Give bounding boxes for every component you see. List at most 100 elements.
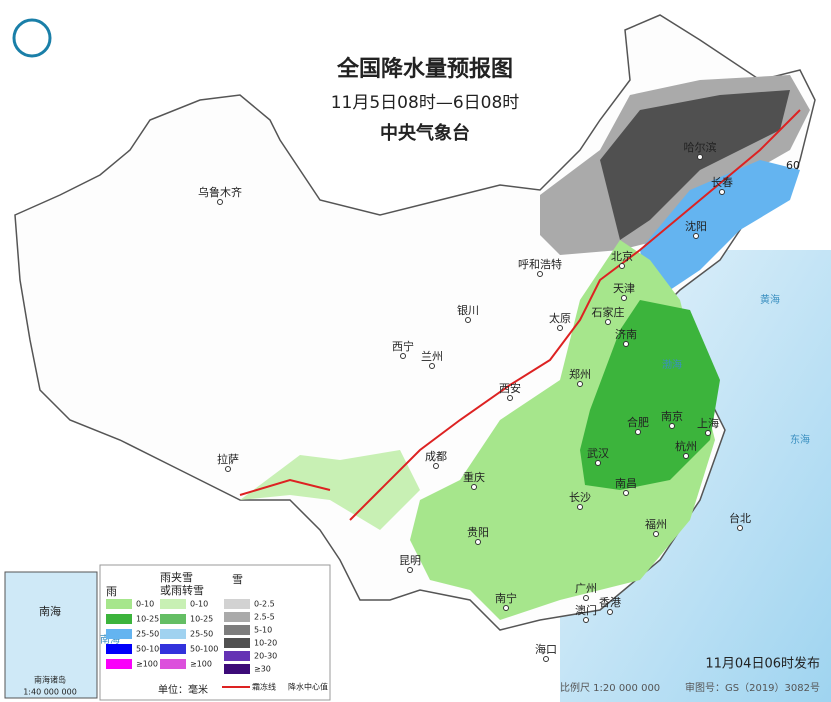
legend-label: 0-2.5 <box>254 600 275 609</box>
subtitle: 11月5日08时—6日08时 <box>331 93 520 113</box>
city-dot <box>407 567 413 573</box>
city-dot <box>683 453 689 459</box>
city-dot <box>537 271 543 277</box>
legend-title: 雨夹雪 <box>160 571 193 584</box>
legend-swatch <box>106 629 132 639</box>
city-label: 哈尔滨 <box>684 140 717 154</box>
city-label: 南京 <box>661 409 683 423</box>
city-dot <box>503 605 509 611</box>
city-label: 上海 <box>697 416 719 430</box>
legend-center: 降水中心值 <box>288 682 328 692</box>
legend-frost: 霜冻线 <box>252 682 276 692</box>
city-label: 成都 <box>425 450 447 463</box>
city-dot <box>465 317 471 323</box>
issued: 11月04日06时发布 <box>705 656 820 672</box>
sea-label: 黄海 <box>760 293 780 306</box>
legend-label: ≥30 <box>254 665 271 674</box>
legend-box <box>99 564 331 701</box>
city-dot <box>557 325 563 331</box>
legend-swatch <box>106 644 132 654</box>
legend-label: 25-50 <box>190 630 213 639</box>
legend-label: 10-25 <box>136 615 159 624</box>
legend-title: 雪 <box>232 573 243 586</box>
legend-label: 50-100 <box>190 645 218 654</box>
city-dot <box>225 466 231 472</box>
city-dot <box>577 504 583 510</box>
agency: 中央气象台 <box>380 122 470 144</box>
legend-swatch <box>106 614 132 624</box>
city-label: 杭州 <box>675 439 697 453</box>
city-label: 兰州 <box>421 350 443 363</box>
city-dot <box>635 429 641 435</box>
legend-swatch <box>160 614 186 624</box>
city-dot <box>623 490 629 496</box>
legend-label: ≥100 <box>136 660 158 669</box>
legend-label: 10-20 <box>254 639 277 648</box>
city-label: 长沙 <box>569 491 591 504</box>
rain-moderate <box>640 160 800 290</box>
city-dot <box>621 295 627 301</box>
sea-label: 东海 <box>790 433 810 446</box>
city-dot <box>217 199 223 205</box>
legend-swatch <box>160 659 186 669</box>
snow-heavy <box>600 90 790 240</box>
city-dot <box>669 423 675 429</box>
legend-label: ≥100 <box>190 660 212 669</box>
city-label: 太原 <box>549 312 571 325</box>
city-label: 郑州 <box>569 367 591 381</box>
legend-swatch <box>224 625 250 635</box>
city-dot <box>471 484 477 490</box>
city-dot <box>583 595 589 601</box>
inset-scale: 1:40 000 000 <box>23 688 77 697</box>
city-label: 银川 <box>457 303 479 317</box>
legend-label: 5-10 <box>254 626 272 635</box>
logo <box>12 18 52 58</box>
city-label: 济南 <box>615 327 637 341</box>
city-dot <box>697 154 703 160</box>
city-dot <box>577 381 583 387</box>
city-dot <box>433 463 439 469</box>
city-dot <box>475 539 481 545</box>
city-label: 昆明 <box>399 554 421 567</box>
legend-swatch <box>160 599 186 609</box>
city-label: 台北 <box>729 511 751 525</box>
city-label: 广州 <box>575 582 597 595</box>
city-label: 合肥 <box>627 415 649 429</box>
legend-label: 50-100 <box>136 645 164 654</box>
city-dot <box>583 617 589 623</box>
legend-label: 2.5-5 <box>254 613 275 622</box>
city-dot <box>607 609 613 615</box>
city-label: 贵阳 <box>467 526 489 539</box>
legend-label: 25-50 <box>136 630 159 639</box>
city-dot <box>605 319 611 325</box>
city-dot <box>623 341 629 347</box>
city-label: 澳门 <box>575 603 597 617</box>
city-dot <box>693 233 699 239</box>
city-label: 拉萨 <box>217 452 239 466</box>
rain-heavy <box>580 300 720 490</box>
city-label: 武汉 <box>587 447 609 460</box>
legend-label: 10-25 <box>190 615 213 624</box>
city-label: 天津 <box>613 282 635 295</box>
legend-swatch <box>224 599 250 609</box>
city-label: 乌鲁木齐 <box>198 185 242 199</box>
legend-title: 雨 <box>106 585 117 598</box>
legend-swatch <box>224 638 250 648</box>
legend-swatch <box>106 659 132 669</box>
city-label: 长春 <box>711 176 733 189</box>
legend-swatch <box>224 612 250 622</box>
city-label: 呼和浩特 <box>518 257 562 271</box>
legend-swatch <box>224 664 250 674</box>
legend-title: 或雨转雪 <box>160 583 204 597</box>
legend-swatch <box>160 629 186 639</box>
city-label: 北京 <box>611 249 633 263</box>
city-dot <box>400 353 406 359</box>
city-dot <box>543 656 549 662</box>
legend-swatch <box>224 651 250 661</box>
legend-label: 20-30 <box>254 652 277 661</box>
legend-swatch <box>160 644 186 654</box>
city-label: 重庆 <box>463 470 485 484</box>
city-label: 西宁 <box>392 339 414 353</box>
sea-label: 渤海 <box>662 358 682 371</box>
